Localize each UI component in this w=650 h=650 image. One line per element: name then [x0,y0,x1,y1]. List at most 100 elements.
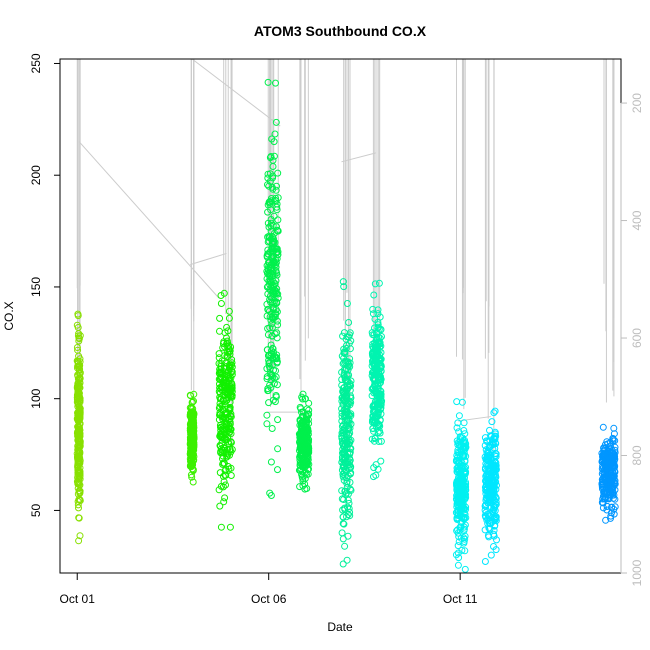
data-point [344,532,352,540]
trace-link [78,141,220,299]
trace-link [190,252,227,266]
data-point [342,489,350,497]
data-point [454,506,462,514]
data-point [462,468,470,476]
data-point [376,373,383,381]
data-point [376,313,384,321]
data-point [189,408,197,416]
data-point [273,269,281,277]
data-point [273,308,281,316]
data-point [215,404,223,412]
data-point [216,327,223,335]
data-point [226,364,234,372]
data-point [263,365,271,373]
data-point [340,383,348,391]
data-point [76,496,83,504]
data-point [304,436,312,443]
data-point [609,473,617,481]
data-point [604,440,612,448]
data-point [76,532,84,540]
data-point [456,488,464,496]
data-point [490,489,498,497]
data-point [270,212,278,220]
data-point [599,499,607,507]
data-point [600,473,608,481]
data-point [190,397,197,405]
data-point [301,416,309,424]
data-point [296,483,304,491]
data-point [454,495,462,502]
data-point [74,415,81,423]
y-tick-label: 200 [29,165,43,185]
right-axis: 200 400 600 800 1000 [620,93,644,586]
chart-title: ATOM3 Southbound CO.X [254,23,427,39]
data-point [74,478,82,486]
data-point [268,244,276,252]
data-point [454,561,462,569]
data-point [76,394,84,402]
data-point [599,475,607,483]
data-point [269,256,277,264]
data-point [371,340,379,348]
data-point [273,200,281,208]
data-point [611,495,619,503]
data-point [453,527,461,535]
data-point [608,504,616,511]
data-point [339,520,347,527]
data-point [605,452,613,460]
data-point [371,280,379,288]
data-point [225,422,233,430]
data-point [226,523,234,531]
data-point [225,314,233,322]
data-point [490,526,498,534]
data-point [186,421,194,429]
data-point [604,480,612,488]
data-point [370,427,377,435]
data-point [228,386,236,394]
data-point [302,395,309,403]
data-point [372,358,380,366]
data-point [346,445,354,453]
data-point [452,551,460,559]
data-point [457,523,465,531]
data-point [223,452,231,460]
data-point [263,373,271,381]
data-point [346,478,354,486]
data-point [339,388,347,396]
data-point [268,425,276,432]
data-point [374,306,382,314]
data-point [268,219,275,227]
data-point [296,461,304,469]
data-point [339,393,347,401]
data-point [456,480,464,488]
data-point [220,289,228,297]
data-point [225,307,233,315]
x-axis-label: Date [327,620,353,634]
data-point [224,433,232,441]
data-point [490,476,498,484]
data-point [488,418,496,426]
data-point [490,409,498,417]
data-point [273,298,281,306]
y-tick-label: 100 [29,388,43,408]
data-point [186,391,194,399]
data-point [345,339,353,347]
data-point [598,458,606,466]
data-point [460,534,468,542]
data-point [492,513,500,521]
data-point [338,376,346,383]
data-point [268,324,276,332]
data-point [76,487,84,495]
trace-link [341,152,377,163]
data-point [274,416,282,424]
data-point [301,460,309,468]
data-point [74,455,82,462]
data-point [340,283,348,291]
data-point [371,377,378,385]
data-point [600,447,608,455]
data-point [188,399,196,406]
data-point [460,439,468,447]
data-point [186,424,194,432]
data-point [606,464,614,472]
data-point [339,560,347,568]
